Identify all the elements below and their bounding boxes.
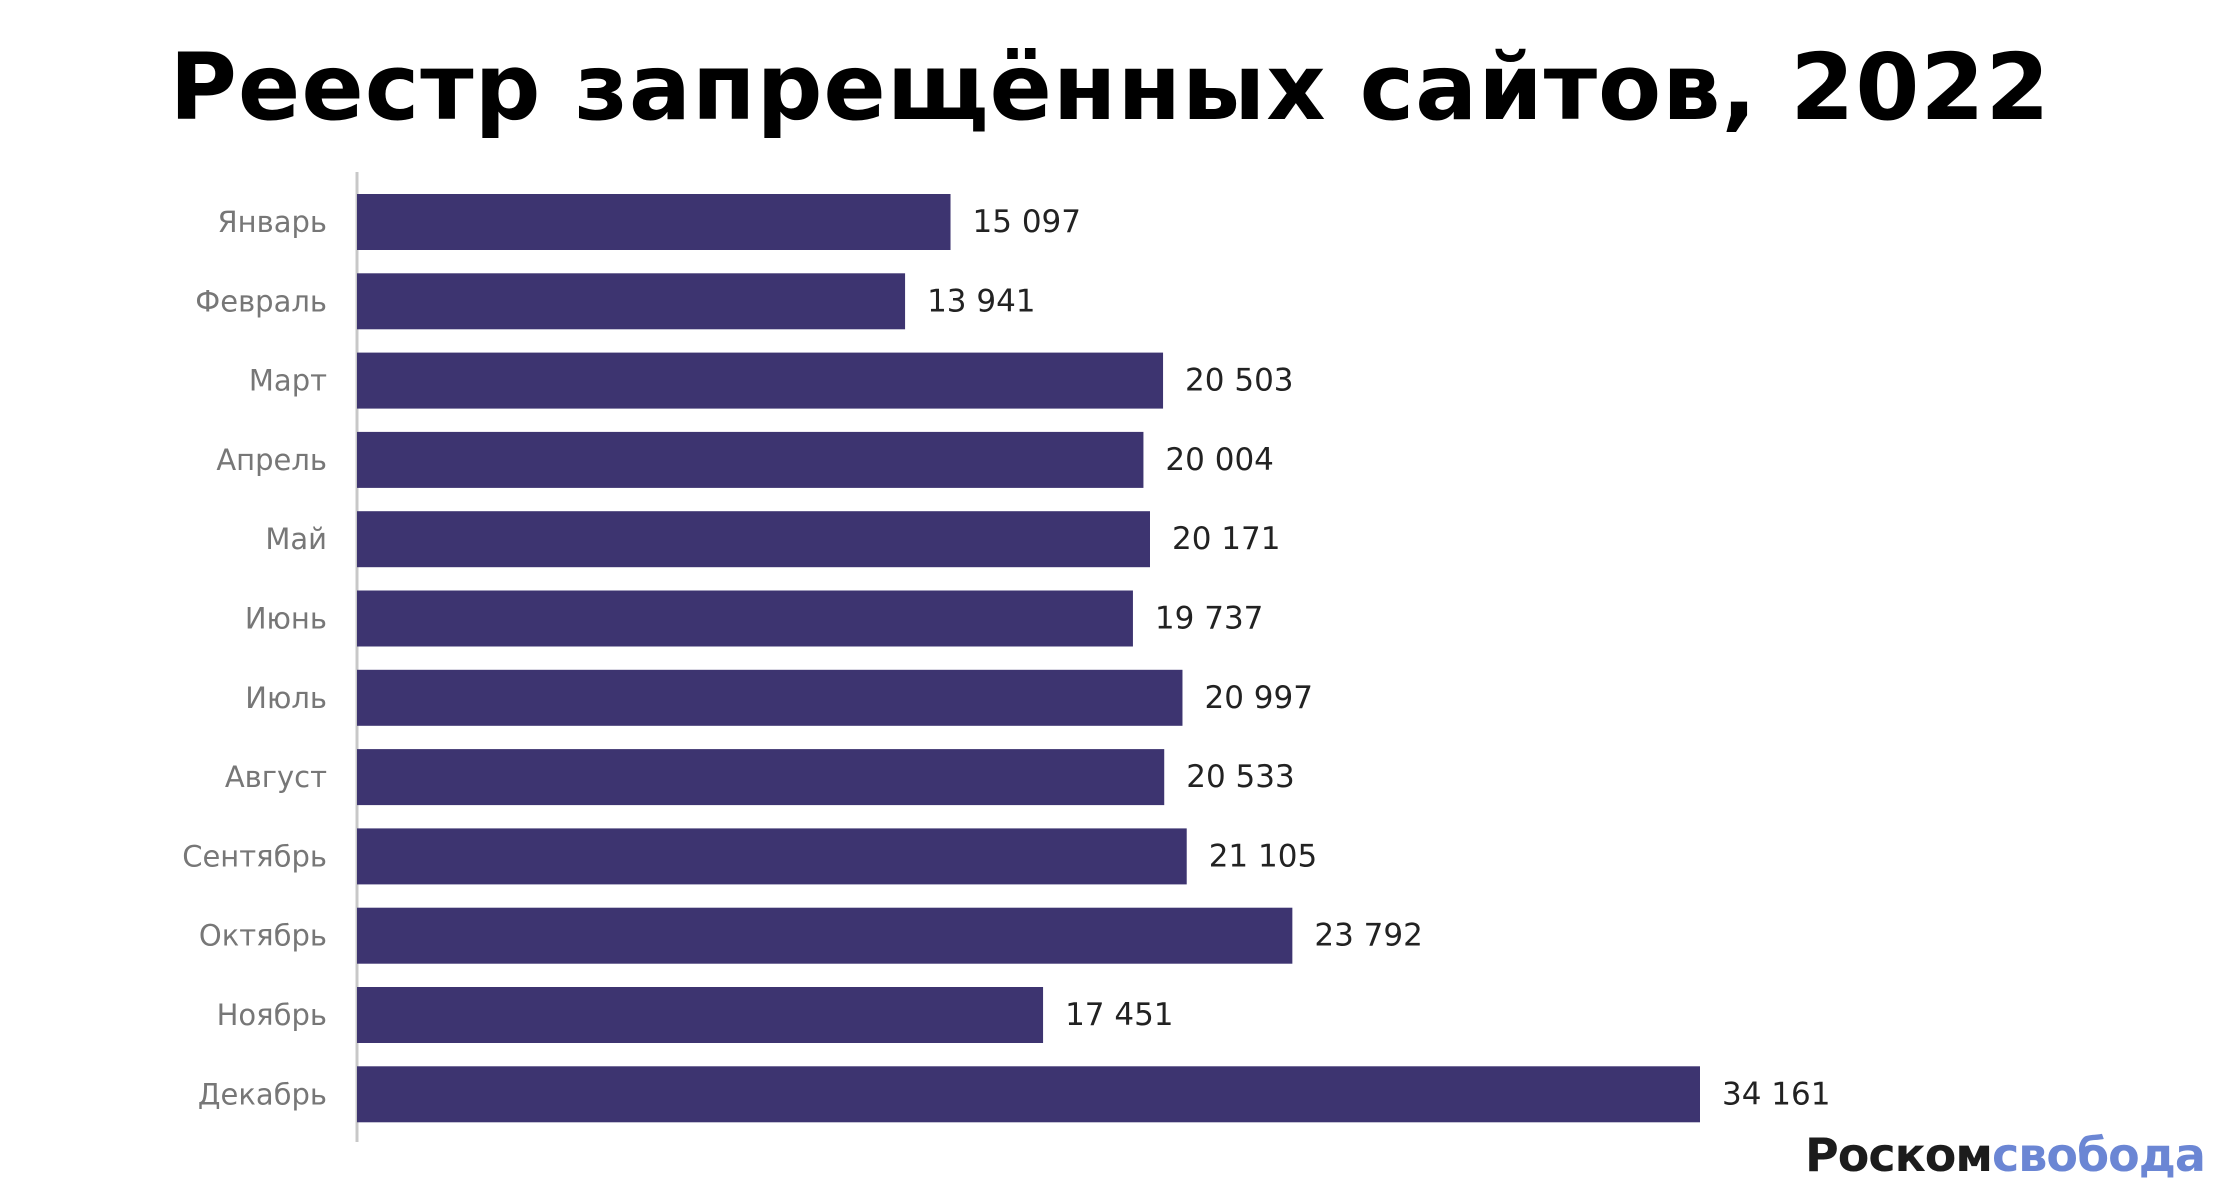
category-label: Август — [225, 760, 327, 794]
category-label: Сентябрь — [182, 839, 327, 873]
logo-part-2: свобода — [1992, 1128, 2206, 1182]
category-label: Апрель — [216, 443, 327, 477]
bar-4 — [357, 431, 1144, 488]
chart-title: Реестр запрещённых сайтов, 2022 — [169, 34, 2051, 141]
bar-3 — [357, 352, 1164, 409]
logo-part-1: Роском — [1805, 1128, 1993, 1182]
bar-6 — [357, 590, 1133, 647]
category-label: Июль — [245, 681, 327, 715]
value-label: 20 503 — [1185, 363, 1293, 399]
bar-11 — [357, 987, 1044, 1043]
roskomsvoboda-logo: Роскомсвобода — [1805, 1125, 2206, 1185]
value-label: 13 941 — [927, 283, 1035, 319]
value-label: 23 792 — [1314, 918, 1422, 954]
bar-9 — [357, 828, 1187, 885]
value-label: 20 171 — [1172, 521, 1280, 557]
category-label: Декабрь — [198, 1077, 327, 1111]
bar-7 — [357, 669, 1183, 726]
bar-2 — [357, 273, 906, 330]
category-label: Январь — [218, 205, 327, 239]
bar-1 — [357, 194, 951, 250]
value-label: 20 997 — [1204, 680, 1312, 716]
value-label: 34 161 — [1722, 1076, 1830, 1112]
bar-10 — [357, 907, 1293, 964]
value-label: 19 737 — [1155, 601, 1263, 637]
bar-8 — [357, 749, 1165, 806]
category-label: Май — [265, 522, 327, 556]
bar-5 — [357, 511, 1150, 568]
category-label: Ноябрь — [217, 998, 327, 1032]
category-label: Февраль — [195, 284, 327, 318]
value-label: 17 451 — [1065, 997, 1173, 1033]
bar-12 — [357, 1066, 1700, 1123]
category-label: Март — [249, 364, 327, 398]
value-label: 15 097 — [973, 204, 1081, 240]
value-label: 20 533 — [1186, 759, 1294, 795]
category-label: Октябрь — [199, 919, 327, 953]
value-label: 21 105 — [1209, 838, 1317, 874]
category-label: Июнь — [245, 602, 327, 636]
value-label: 20 004 — [1165, 442, 1273, 478]
